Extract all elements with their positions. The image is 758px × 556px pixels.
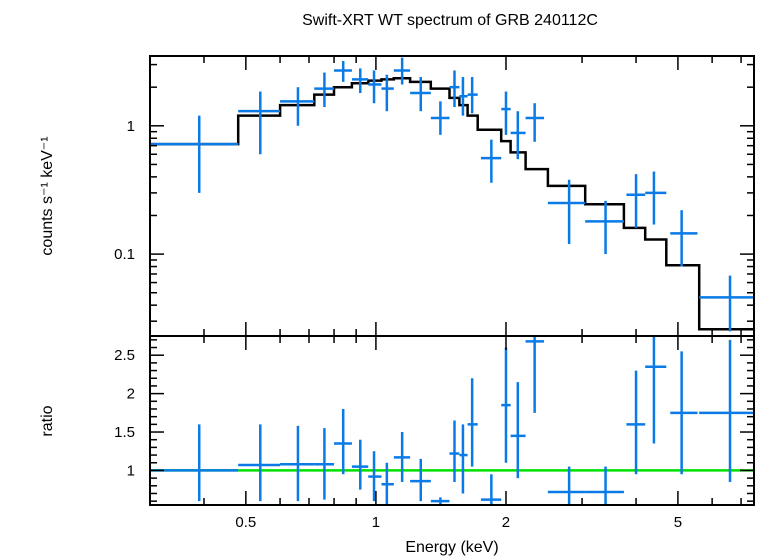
spectrum-data-point bbox=[467, 77, 478, 114]
x-axis-label: Energy (keV) bbox=[405, 539, 498, 556]
ratio-data-point bbox=[501, 347, 511, 463]
ratio-data-point bbox=[510, 382, 526, 479]
ratio-data-point bbox=[381, 462, 394, 505]
model-step-line bbox=[150, 76, 754, 331]
x-tick-labels: 0.5 1 2 5 bbox=[235, 514, 682, 531]
ratio-data-point bbox=[238, 424, 281, 502]
ratio-data-point bbox=[430, 497, 450, 505]
chart-title: Swift-XRT WT spectrum of GRB 240112C bbox=[302, 12, 598, 29]
y-tick-label: 0.1 bbox=[114, 246, 135, 263]
x-tick-label: 2 bbox=[502, 514, 510, 531]
spectrum-data-point bbox=[381, 74, 394, 112]
bottom-plot-frame bbox=[149, 335, 755, 506]
y-tick-label: 1 bbox=[127, 118, 135, 135]
ratio-data-point bbox=[480, 474, 502, 505]
spectrum-data-point bbox=[368, 70, 382, 104]
ratio-data-point bbox=[410, 458, 431, 502]
spectrum-data-point bbox=[480, 139, 502, 183]
ratio-data-point bbox=[699, 339, 754, 482]
bottom-ticks bbox=[149, 336, 754, 505]
spectrum-data-point bbox=[150, 115, 239, 193]
ratio-data-point bbox=[351, 439, 369, 490]
spectrum-data-point bbox=[501, 91, 511, 135]
spectrum-data-point bbox=[280, 87, 315, 126]
spectrum-data-point bbox=[699, 275, 754, 332]
spectrum-data-point bbox=[670, 210, 698, 267]
bottom-y-tick-labels: 1 1.5 2 2.5 bbox=[114, 347, 135, 479]
x-tick-label: 0.5 bbox=[235, 514, 256, 531]
ratio-data-point bbox=[585, 466, 624, 505]
spectrum-data-point bbox=[626, 174, 646, 228]
x-tick-label: 5 bbox=[674, 514, 682, 531]
ratio-data-point bbox=[459, 424, 468, 494]
y-tick-label: 2.5 bbox=[114, 347, 135, 364]
spectrum-data-point bbox=[459, 77, 468, 116]
x-tick-label: 1 bbox=[372, 514, 380, 531]
y-tick-label: 1.5 bbox=[114, 424, 135, 441]
ratio-data-point bbox=[670, 351, 698, 475]
ratio-data-point bbox=[547, 466, 586, 505]
ratio-data-point bbox=[334, 408, 352, 475]
ratio-data-point bbox=[467, 378, 478, 467]
spectrum-data-point bbox=[393, 57, 411, 85]
ratio-data-point bbox=[393, 432, 411, 482]
ratio-data-point bbox=[368, 451, 382, 502]
spectrum-data-point bbox=[510, 111, 526, 160]
spectrum-data-point bbox=[430, 101, 450, 135]
spectrum-data-point bbox=[645, 171, 667, 225]
ratio-data-point bbox=[645, 336, 667, 444]
bottom-panel bbox=[149, 335, 755, 506]
ratio-data-point bbox=[150, 424, 239, 502]
spectrum-data-point bbox=[238, 91, 281, 155]
top-panel bbox=[149, 55, 755, 337]
spectrum-data-point bbox=[449, 70, 460, 108]
ratio-data-point bbox=[626, 370, 646, 475]
ratio-data-point bbox=[280, 425, 315, 502]
bottom-data-points bbox=[150, 336, 754, 505]
ratio-data-point bbox=[449, 420, 460, 482]
y-tick-label: 2 bbox=[127, 386, 135, 403]
spectrum-data-point bbox=[525, 103, 545, 142]
spectrum-data-point bbox=[585, 200, 624, 255]
spectrum-data-point bbox=[547, 179, 586, 244]
top-y-tick-labels: 0.11 bbox=[114, 118, 135, 263]
y-tick-label: 1 bbox=[127, 462, 135, 479]
spectrum-data-point bbox=[410, 77, 431, 112]
ratio-data-point bbox=[314, 428, 335, 500]
bottom-y-axis-label: ratio bbox=[39, 405, 56, 436]
top-model-step bbox=[150, 76, 754, 331]
top-data-points bbox=[150, 57, 754, 332]
spectrum-data-point bbox=[334, 60, 352, 82]
spectrum-data-point bbox=[351, 68, 369, 94]
top-y-axis-label: counts s⁻¹ keV⁻¹ bbox=[39, 136, 56, 255]
ratio-data-point bbox=[525, 336, 545, 413]
spectrum-data-point bbox=[314, 72, 335, 108]
top-ticks bbox=[149, 56, 754, 336]
